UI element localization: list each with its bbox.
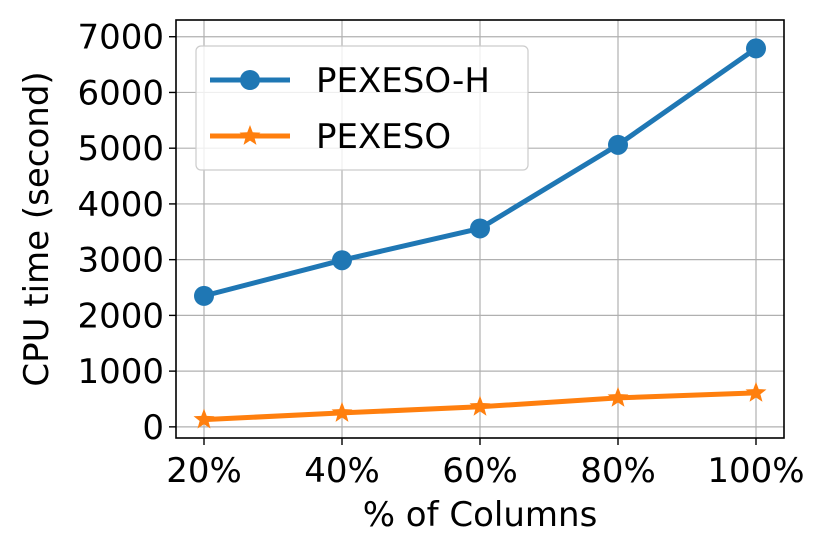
- data-point: [193, 408, 215, 429]
- x-tick-label: 80%: [580, 451, 656, 491]
- legend-box: [195, 45, 529, 171]
- x-tick-label: 100%: [707, 451, 804, 491]
- axis-ticks: 20% 40% 60% 80% 100% 0 1000 2000 3000 4000 5000 600…: [77, 18, 804, 491]
- legend: PEXESO-H PEXESO: [195, 45, 529, 171]
- y-axis-label: CPU time (second): [17, 71, 57, 386]
- series-pexeso: [193, 381, 767, 429]
- y-tick-label: 0: [142, 408, 164, 448]
- x-tick-label: 60%: [442, 451, 518, 491]
- y-tick-label: 7000: [77, 18, 164, 58]
- x-axis-label: % of Columns: [363, 495, 598, 535]
- y-tick-label: 2000: [77, 296, 164, 336]
- data-point: [470, 218, 490, 239]
- data-point: [607, 386, 629, 407]
- y-tick-label: 5000: [77, 129, 164, 169]
- x-tick-label: 20%: [166, 451, 242, 491]
- legend-entry: PEXESO-H: [210, 61, 490, 101]
- y-tick-label: 6000: [77, 73, 164, 113]
- data-point: [332, 250, 352, 271]
- data-point: [469, 395, 491, 416]
- data-point: [331, 401, 353, 422]
- legend-label: PEXESO: [316, 117, 451, 157]
- legend-marker: [240, 70, 260, 90]
- data-point: [608, 134, 628, 155]
- y-tick-label: 4000: [77, 185, 164, 225]
- legend-marker: [239, 125, 261, 145]
- data-point: [194, 285, 214, 306]
- legend-label: PEXESO-H: [316, 61, 490, 101]
- y-tick-label: 1000: [77, 352, 164, 392]
- data-point: [745, 381, 767, 402]
- series-pexeso-h: [194, 38, 766, 306]
- data-point: [746, 38, 766, 59]
- y-tick-label: 3000: [77, 241, 164, 281]
- x-tick-label: 40%: [304, 451, 380, 491]
- series-layer: [193, 38, 767, 429]
- legend-entry: PEXESO: [210, 117, 451, 157]
